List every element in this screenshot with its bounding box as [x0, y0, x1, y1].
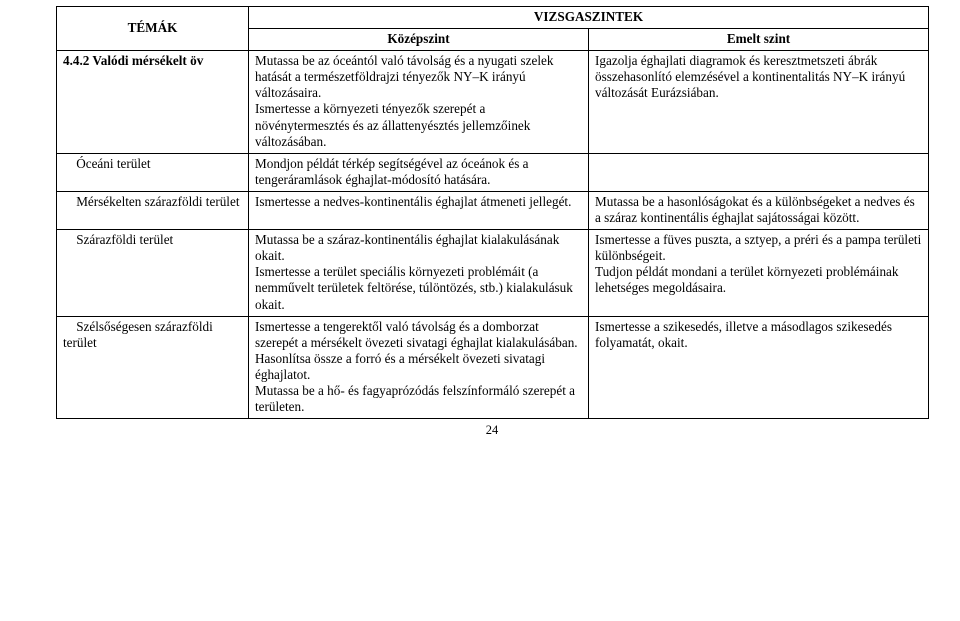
high-cell: Ismertesse a szikesedés, illetve a másod…: [589, 316, 929, 419]
table-row: Mérsékelten szárazföldi terület Ismertes…: [57, 191, 929, 229]
topic-cell: Szélsőségesen szárazföldi terület: [57, 316, 249, 419]
header-mid: Középszint: [249, 29, 589, 51]
mid-cell: Ismertesse a tengerektől való távolság é…: [249, 316, 589, 419]
table-row: 4.4.2 Valódi mérsékelt öv Mutassa be az …: [57, 51, 929, 154]
topic-cell: Óceáni terület: [57, 153, 249, 191]
topic-cell: 4.4.2 Valódi mérsékelt öv: [57, 51, 249, 154]
mid-text: Mutassa be a száraz-kontinentális éghajl…: [255, 232, 573, 311]
high-cell: [589, 153, 929, 191]
table-row: Szárazföldi terület Mutassa be a száraz-…: [57, 230, 929, 316]
high-text: Mutassa be a hasonlóságokat és a különbs…: [595, 194, 915, 225]
topic-cell: Mérsékelten szárazföldi terület: [57, 191, 249, 229]
topic-text: Mérsékelten szárazföldi terület: [63, 194, 240, 209]
high-text: Ismertesse a szikesedés, illetve a másod…: [595, 319, 892, 350]
table-row: Óceáni terület Mondjon példát térkép seg…: [57, 153, 929, 191]
curriculum-table: TÉMÁK VIZSGASZINTEK Középszint Emelt szi…: [56, 6, 929, 419]
header-topics: TÉMÁK: [57, 7, 249, 51]
high-text: Igazolja éghajlati diagramok és keresztm…: [595, 53, 905, 100]
header-levels: VIZSGASZINTEK: [249, 7, 929, 29]
mid-text: Ismertesse a nedves-kontinentális éghajl…: [255, 194, 571, 209]
mid-cell: Mutassa be a száraz-kontinentális éghajl…: [249, 230, 589, 316]
mid-text: Mutassa be az óceántól való távolság és …: [255, 53, 553, 148]
mid-text: Ismertesse a tengerektől való távolság é…: [255, 319, 578, 414]
high-text: Ismertesse a füves puszta, a sztyep, a p…: [595, 232, 921, 295]
header-high: Emelt szint: [589, 29, 929, 51]
mid-text: Mondjon példát térkép segítségével az óc…: [255, 156, 529, 187]
topic-text: Szélsőségesen szárazföldi terület: [63, 319, 213, 350]
mid-cell: Mondjon példát térkép segítségével az óc…: [249, 153, 589, 191]
high-cell: Igazolja éghajlati diagramok és keresztm…: [589, 51, 929, 154]
topic-text: Óceáni terület: [63, 156, 151, 171]
mid-cell: Ismertesse a nedves-kontinentális éghajl…: [249, 191, 589, 229]
page-number: 24: [56, 423, 928, 438]
high-cell: Ismertesse a füves puszta, a sztyep, a p…: [589, 230, 929, 316]
topic-text: 4.4.2 Valódi mérsékelt öv: [63, 53, 203, 68]
topic-text: Szárazföldi terület: [63, 232, 173, 247]
topic-cell: Szárazföldi terület: [57, 230, 249, 316]
mid-cell: Mutassa be az óceántól való távolság és …: [249, 51, 589, 154]
table-row: Szélsőségesen szárazföldi terület Ismert…: [57, 316, 929, 419]
high-cell: Mutassa be a hasonlóságokat és a különbs…: [589, 191, 929, 229]
